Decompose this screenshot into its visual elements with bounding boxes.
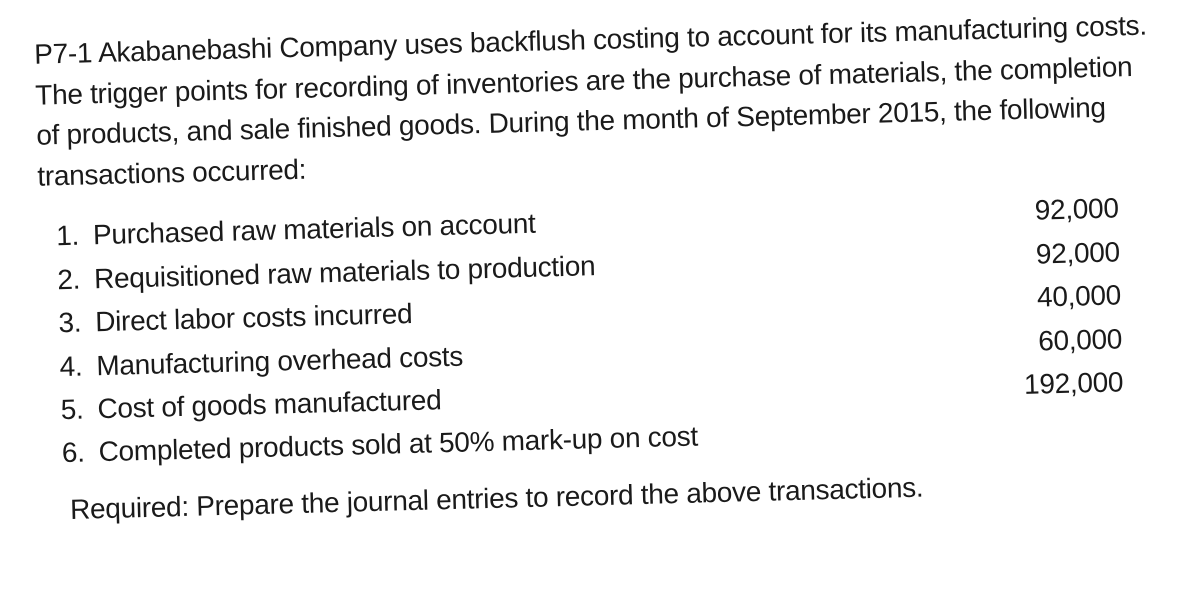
item-amount (975, 434, 1165, 439)
transaction-list: 1. Purchased raw materials on account 92… (38, 186, 1164, 476)
problem-id: P7-1 (34, 37, 93, 70)
item-amount: 92,000 (968, 186, 1159, 234)
item-amount: 40,000 (970, 272, 1161, 320)
item-amount: 92,000 (969, 229, 1160, 277)
item-number: 6. (54, 431, 99, 476)
item-number: 5. (53, 387, 98, 432)
item-number: 2. (50, 257, 95, 302)
item-number: 4. (52, 344, 97, 389)
intro-paragraph: P7-1 Akabanebashi Company uses backflush… (34, 5, 1158, 197)
intro-text: Akabanebashi Company uses backflush cost… (35, 10, 1147, 192)
item-amount: 60,000 (972, 316, 1163, 364)
item-amount: 192,000 (973, 359, 1164, 407)
item-number: 1. (48, 214, 93, 259)
item-number: 3. (51, 300, 96, 345)
